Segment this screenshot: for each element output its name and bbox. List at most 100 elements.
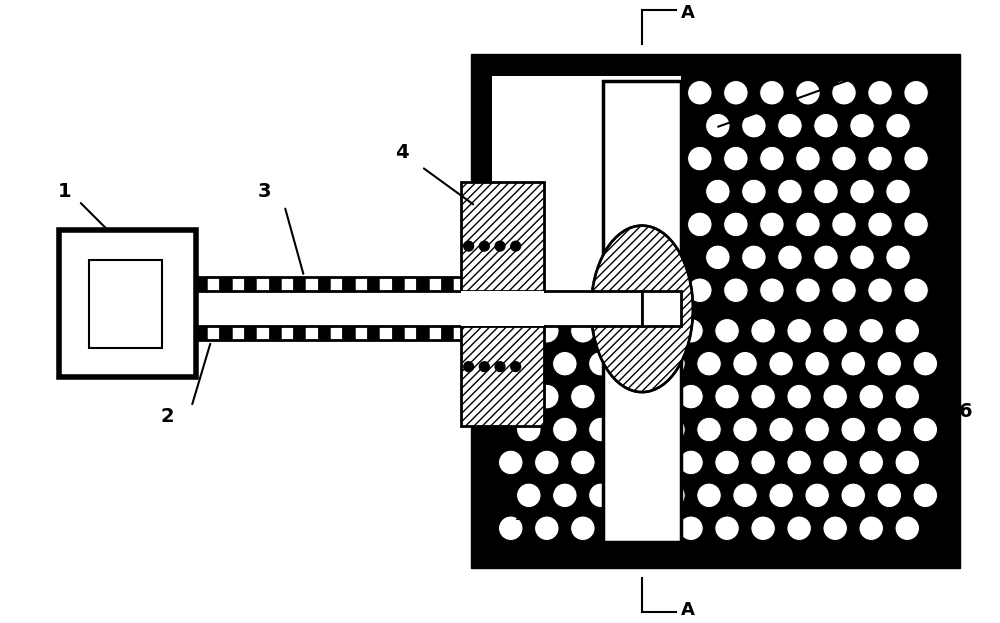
Bar bbox=[492, 309, 939, 547]
Bar bbox=[367, 277, 379, 340]
Circle shape bbox=[495, 241, 505, 251]
Circle shape bbox=[589, 351, 613, 376]
Circle shape bbox=[643, 384, 667, 409]
Circle shape bbox=[796, 212, 820, 237]
Circle shape bbox=[751, 384, 775, 409]
Circle shape bbox=[841, 483, 865, 508]
Circle shape bbox=[760, 146, 784, 171]
Circle shape bbox=[877, 417, 901, 442]
Circle shape bbox=[895, 516, 919, 541]
Circle shape bbox=[742, 245, 766, 270]
Bar bbox=[293, 277, 305, 340]
Bar bbox=[461, 326, 544, 426]
Circle shape bbox=[625, 417, 649, 442]
Circle shape bbox=[553, 483, 577, 508]
Circle shape bbox=[886, 113, 910, 138]
Circle shape bbox=[625, 351, 649, 376]
Bar bbox=[429, 277, 441, 340]
Bar bbox=[379, 277, 392, 340]
Circle shape bbox=[479, 362, 489, 371]
Text: 3: 3 bbox=[258, 182, 272, 201]
Circle shape bbox=[778, 245, 802, 270]
Bar bbox=[441, 277, 453, 340]
Bar bbox=[603, 80, 681, 542]
Circle shape bbox=[697, 351, 721, 376]
Circle shape bbox=[724, 146, 748, 171]
Circle shape bbox=[895, 384, 919, 409]
Circle shape bbox=[464, 241, 474, 251]
Circle shape bbox=[479, 241, 489, 251]
Circle shape bbox=[715, 318, 739, 343]
Circle shape bbox=[589, 417, 613, 442]
Circle shape bbox=[904, 80, 928, 105]
Circle shape bbox=[850, 179, 874, 204]
Circle shape bbox=[697, 417, 721, 442]
Circle shape bbox=[895, 450, 919, 475]
Circle shape bbox=[715, 384, 739, 409]
Bar bbox=[256, 277, 269, 340]
Bar bbox=[392, 277, 404, 340]
Circle shape bbox=[643, 318, 667, 343]
Circle shape bbox=[859, 384, 883, 409]
Circle shape bbox=[751, 450, 775, 475]
Circle shape bbox=[868, 146, 892, 171]
Circle shape bbox=[589, 483, 613, 508]
Bar bbox=[318, 277, 330, 340]
Circle shape bbox=[499, 516, 523, 541]
Circle shape bbox=[679, 516, 703, 541]
Bar bbox=[355, 277, 367, 340]
Circle shape bbox=[796, 278, 820, 302]
Bar bbox=[404, 277, 416, 340]
Circle shape bbox=[796, 80, 820, 105]
Circle shape bbox=[553, 417, 577, 442]
Circle shape bbox=[499, 384, 523, 409]
Circle shape bbox=[787, 384, 811, 409]
Circle shape bbox=[778, 113, 802, 138]
Circle shape bbox=[841, 417, 865, 442]
Text: 4: 4 bbox=[395, 143, 409, 161]
Bar bbox=[182, 277, 195, 340]
Text: A: A bbox=[681, 4, 695, 22]
Circle shape bbox=[706, 113, 730, 138]
Bar bbox=[170, 277, 182, 340]
Circle shape bbox=[625, 483, 649, 508]
Circle shape bbox=[769, 483, 793, 508]
Circle shape bbox=[607, 450, 631, 475]
Circle shape bbox=[868, 212, 892, 237]
Text: 6: 6 bbox=[958, 402, 972, 421]
Circle shape bbox=[904, 146, 928, 171]
Circle shape bbox=[751, 318, 775, 343]
Circle shape bbox=[823, 516, 847, 541]
Text: A: A bbox=[681, 601, 695, 619]
Circle shape bbox=[895, 318, 919, 343]
Circle shape bbox=[823, 450, 847, 475]
Bar bbox=[172, 291, 642, 326]
Bar bbox=[461, 181, 544, 291]
Bar bbox=[89, 260, 162, 348]
Circle shape bbox=[751, 516, 775, 541]
Bar bbox=[244, 277, 256, 340]
Circle shape bbox=[787, 516, 811, 541]
Circle shape bbox=[742, 113, 766, 138]
Circle shape bbox=[715, 450, 739, 475]
Circle shape bbox=[787, 450, 811, 475]
Circle shape bbox=[913, 351, 938, 376]
Circle shape bbox=[850, 113, 874, 138]
Circle shape bbox=[769, 351, 793, 376]
Circle shape bbox=[796, 146, 820, 171]
Circle shape bbox=[805, 417, 829, 442]
Circle shape bbox=[643, 516, 667, 541]
Circle shape bbox=[607, 384, 631, 409]
Circle shape bbox=[724, 278, 748, 302]
Circle shape bbox=[850, 245, 874, 270]
Bar bbox=[162, 273, 182, 345]
Circle shape bbox=[760, 212, 784, 237]
Circle shape bbox=[553, 351, 577, 376]
Bar bbox=[207, 277, 219, 340]
Bar bbox=[416, 277, 429, 340]
Circle shape bbox=[724, 212, 748, 237]
Circle shape bbox=[904, 278, 928, 302]
Text: 1: 1 bbox=[57, 182, 71, 201]
Bar bbox=[305, 277, 318, 340]
Circle shape bbox=[661, 351, 685, 376]
